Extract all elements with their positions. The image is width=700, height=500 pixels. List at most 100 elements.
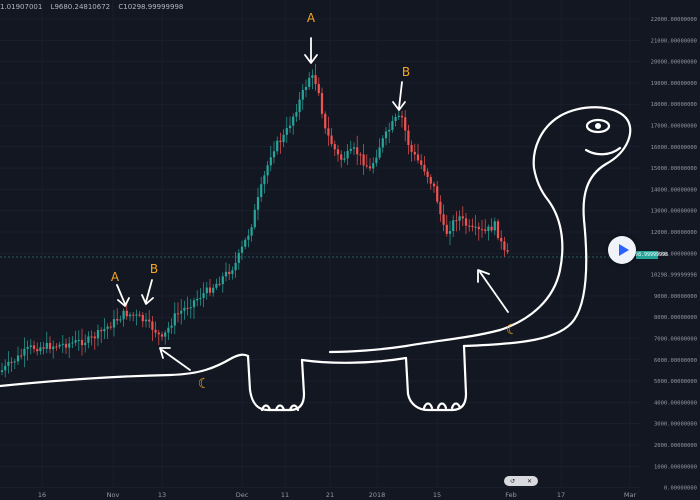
candle-body xyxy=(125,310,128,317)
moon-icon-2: ☾ xyxy=(506,322,519,338)
time-tick-label: 17 xyxy=(557,491,565,499)
arrow-top-b xyxy=(392,81,406,111)
candle-body xyxy=(154,329,157,333)
candle-body xyxy=(183,307,186,311)
price-tick-label: 22000.00000000 xyxy=(651,17,697,23)
candle-body xyxy=(250,227,253,236)
candle-body xyxy=(340,154,343,160)
candle-body xyxy=(164,332,167,337)
candle-body xyxy=(199,297,202,299)
arrow-left-b xyxy=(141,279,154,305)
time-tick-label: 13 xyxy=(158,491,166,499)
candle-body xyxy=(272,151,276,158)
candle-body xyxy=(170,325,173,328)
candle-body xyxy=(381,138,384,148)
candle-body xyxy=(368,166,372,169)
candle-body xyxy=(292,116,295,126)
candle-body xyxy=(112,319,116,328)
candle-body xyxy=(439,201,442,215)
candle-body xyxy=(480,229,484,231)
candle-body xyxy=(416,154,420,161)
candle-body xyxy=(224,271,228,277)
candle-body xyxy=(202,293,205,298)
candle-body xyxy=(132,314,135,316)
candle-body xyxy=(42,347,45,349)
ohlc-low: L9680.24810672 xyxy=(50,3,111,11)
current-price-tag: 10298.99999998 xyxy=(625,251,669,259)
reaction-badge[interactable]: ↺ ✕ xyxy=(504,476,538,486)
time-axis: 16 Nov 13 Dec 11 21 2018 15 Feb 17 Mar xyxy=(38,491,637,499)
candle-body xyxy=(324,113,327,129)
candle-body xyxy=(490,226,493,231)
candle-body xyxy=(464,218,468,226)
candle-body xyxy=(23,348,26,356)
time-tick-label: Nov xyxy=(107,491,120,499)
candle-body xyxy=(493,221,496,231)
candlestick-series xyxy=(0,63,509,378)
candle-body xyxy=(372,163,375,169)
candle-body xyxy=(317,84,320,94)
candle-body xyxy=(500,237,503,242)
close-icon[interactable]: ✕ xyxy=(526,477,533,485)
candle-body xyxy=(423,164,426,172)
candle-body xyxy=(26,346,29,349)
candle-body xyxy=(68,343,71,348)
candle-body xyxy=(4,365,7,371)
candle-body xyxy=(298,99,301,113)
candle-body xyxy=(365,165,368,167)
label-left-b: B xyxy=(150,262,158,276)
price-tick-label: 12000.00000000 xyxy=(651,230,697,236)
candle-body xyxy=(320,93,324,114)
candle-body xyxy=(138,314,141,316)
candle-body xyxy=(484,229,487,232)
price-tick-label: 10298.99999998 xyxy=(651,273,697,279)
price-tick-label: 13000.00000000 xyxy=(651,209,697,215)
price-tick-label: 5000.00000000 xyxy=(654,379,697,385)
candle-body xyxy=(148,319,151,322)
candle-body xyxy=(228,271,231,275)
time-tick-label: 2018 xyxy=(369,491,386,499)
price-tick-label: 6000.00000000 xyxy=(654,358,697,364)
candle-body xyxy=(100,330,103,332)
candle-body xyxy=(375,157,378,164)
price-tick-label: 16000.00000000 xyxy=(651,145,697,151)
candle-body xyxy=(343,158,346,160)
candle-body xyxy=(90,336,93,338)
candle-body xyxy=(308,77,311,87)
candle-body xyxy=(394,116,397,122)
candle-body xyxy=(109,326,112,328)
candle-body xyxy=(471,225,474,228)
price-tick-label: 3000.00000000 xyxy=(654,422,697,428)
price-tick-label: 21000.00000000 xyxy=(651,38,697,44)
candle-body xyxy=(362,154,365,166)
candle-body xyxy=(349,148,352,151)
candle-body xyxy=(266,165,269,176)
candle-body xyxy=(192,300,196,308)
candle-body xyxy=(413,151,416,155)
candle-body xyxy=(378,147,381,158)
candle-body xyxy=(141,314,144,322)
candle-body xyxy=(80,340,84,346)
candle-body xyxy=(356,147,359,155)
candle-body xyxy=(71,342,74,344)
play-icon xyxy=(618,244,629,256)
refresh-icon[interactable]: ↺ xyxy=(509,477,516,485)
annotation-arrows xyxy=(116,37,509,371)
time-tick-label: 16 xyxy=(38,491,46,499)
candle-body xyxy=(279,140,282,143)
candle-body xyxy=(103,328,106,332)
go-to-realtime-button[interactable] xyxy=(608,236,636,264)
candle-body xyxy=(285,128,288,135)
candle-body xyxy=(16,355,20,362)
candle-body xyxy=(346,150,349,159)
candle-body xyxy=(400,115,404,118)
candle-body xyxy=(186,307,189,309)
candle-body xyxy=(45,342,48,349)
candle-body xyxy=(196,298,199,301)
candle-body xyxy=(176,313,180,315)
price-tick-label: 1000.00000000 xyxy=(654,464,697,470)
arrow-top-a xyxy=(304,37,318,64)
candle-body xyxy=(39,347,42,352)
candle-body xyxy=(61,343,64,345)
